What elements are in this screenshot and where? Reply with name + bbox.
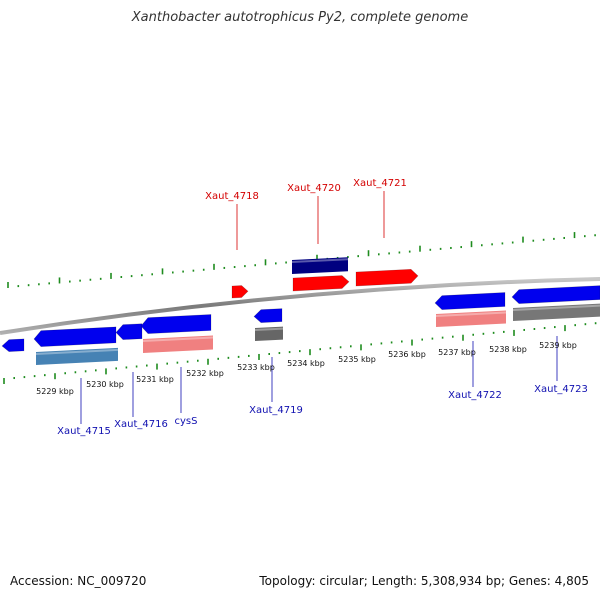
scale-label: 5238 kbp: [489, 345, 527, 354]
scale-label: 5232 kbp: [186, 369, 224, 378]
cds-cysS[interactable]: [140, 314, 212, 334]
cds-xaut-4722[interactable]: [434, 292, 506, 310]
gene-label-xaut-4723[interactable]: Xaut_4723: [534, 384, 588, 395]
gene-xaut-4722-shine: [436, 311, 506, 317]
accession-text: Accession: NC_009720: [10, 574, 147, 588]
gene-label-xaut-4716[interactable]: Xaut_4716: [114, 419, 168, 430]
gene-xaut-4719[interactable]: [255, 326, 283, 341]
cds-left-edge[interactable]: [1, 338, 25, 352]
cds-xaut-4715[interactable]: [33, 326, 117, 347]
gene-xaut-4720-shine: [292, 258, 348, 263]
scale-label: 5235 kbp: [338, 355, 376, 364]
scale-label: 5236 kbp: [388, 350, 426, 359]
gene-xaut-4715[interactable]: [36, 347, 118, 365]
gene-label-cyss[interactable]: cysS: [175, 416, 198, 427]
gene-xaut-4720[interactable]: [292, 257, 348, 274]
cds-xaut-4723[interactable]: [511, 285, 600, 304]
scale-label: 5237 kbp: [438, 348, 476, 357]
genome-title: Xanthobacter autotrophicus Py2, complete…: [131, 10, 469, 25]
gene-xaut-4723-shine: [513, 304, 600, 311]
scale-label: 5233 kbp: [237, 363, 275, 372]
scale-label: 5231 kbp: [136, 375, 174, 384]
gene-xaut-4715-shine: [36, 348, 118, 355]
cds-xaut-4716[interactable]: [115, 323, 143, 340]
cds-xaut-4721[interactable]: [355, 268, 419, 287]
cds-xaut-4720[interactable]: [292, 275, 350, 292]
scale-label: 5239 kbp: [539, 341, 577, 350]
forward-scale-ticks: [7, 232, 596, 288]
gene-label-xaut-4721[interactable]: Xaut_4721: [353, 178, 407, 189]
gene-label-xaut-4722[interactable]: Xaut_4722: [448, 390, 502, 401]
gene-cysS-shine: [143, 336, 213, 342]
scale-label: 5230 kbp: [86, 380, 124, 389]
reverse-scale-ticks: [3, 322, 597, 384]
gene-label-xaut-4719[interactable]: Xaut_4719: [249, 405, 303, 416]
feature-track: [1, 257, 600, 365]
cds-xaut-4718[interactable]: [231, 285, 249, 299]
gene-label-xaut-4720[interactable]: Xaut_4720: [287, 183, 341, 194]
genome-backbone: [0, 277, 600, 335]
gene-label-xaut-4715[interactable]: Xaut_4715: [57, 426, 111, 437]
scale-label: 5229 kbp: [36, 387, 74, 396]
gene-xaut-4722[interactable]: [436, 310, 506, 328]
topology-summary: Topology: circular; Length: 5,308,934 bp…: [259, 574, 589, 588]
gene-xaut-4719-shine: [255, 327, 283, 331]
scale-label-layer: 5229 kbp 5230 kbp 5231 kbp 5232 kbp 5233 kbp…: [36, 341, 577, 396]
scale-label: 5234 kbp: [287, 359, 325, 368]
gene-xaut-4723[interactable]: [513, 303, 600, 321]
gene-label-xaut-4718[interactable]: Xaut_4718: [205, 191, 259, 202]
cds-xaut-4719[interactable]: [253, 308, 283, 323]
gene-cysS[interactable]: [143, 335, 213, 354]
